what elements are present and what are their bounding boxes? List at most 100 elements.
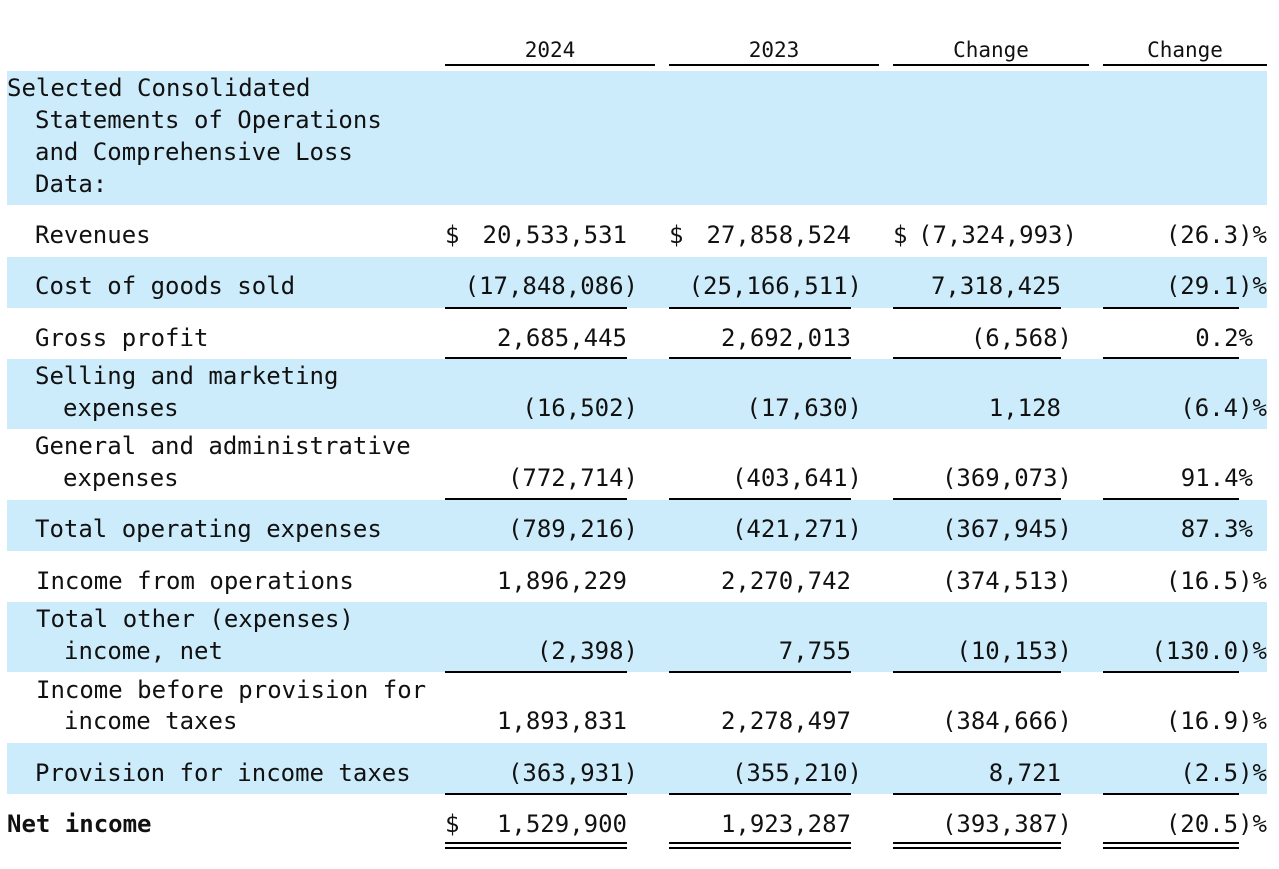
subtotal-rule (445, 307, 627, 309)
value-change-percent: 87.3% (1180, 515, 1253, 543)
value-2023: (17,630) (746, 394, 862, 422)
row-label-continuation: expenses (63, 394, 179, 422)
value-change-percent: 91.4% (1180, 464, 1253, 492)
row-label: Revenues (35, 221, 151, 249)
value-change-percent: (29.1)% (1165, 272, 1267, 300)
row-band-other (7, 602, 1267, 672)
column-header-change: Change (893, 36, 1089, 66)
column-header-change-percent: Change (1103, 36, 1267, 66)
value-2024: (2,398) (536, 637, 638, 665)
column-header-2024: 2024 (445, 36, 655, 66)
subtotal-rule (1103, 498, 1239, 500)
row-label: General and administrative (35, 432, 411, 460)
row-label: Income before provision for (36, 676, 427, 704)
value-change: (6,568) (970, 324, 1072, 352)
subtotal-rule (669, 357, 851, 359)
row-label-continuation: expenses (63, 464, 179, 492)
row-band-selling (7, 359, 1267, 429)
value-2024: (363,931) (507, 759, 638, 787)
value-change-percent: (26.3)% (1165, 221, 1267, 249)
value-change: (393,387) (941, 810, 1072, 838)
column-header-2023: 2023 (669, 36, 879, 66)
value-2024: 1,529,900 (496, 810, 627, 838)
dollar-sign: $ (445, 810, 460, 838)
value-change: (384,666) (941, 707, 1072, 735)
row-label: Total operating expenses (35, 515, 382, 543)
value-2024: 20,533,531 (482, 221, 628, 249)
subtotal-rule (893, 793, 1061, 795)
value-change: (367,945) (941, 515, 1072, 543)
value-change-percent: (6.4)% (1180, 394, 1267, 422)
value-change: (369,073) (941, 464, 1072, 492)
section-heading-line-1: Selected Consolidated (7, 74, 311, 102)
total-double-rule (445, 842, 627, 849)
value-2023: 2,278,497 (720, 707, 851, 735)
value-2023: 2,692,013 (720, 324, 851, 352)
row-label-continuation: income, net (64, 637, 223, 665)
value-2024: (789,216) (507, 515, 638, 543)
value-2023: 27,858,524 (706, 221, 852, 249)
value-change-percent: (20.5)% (1165, 810, 1267, 838)
value-2024: (16,502) (522, 394, 638, 422)
value-change: (374,513) (941, 567, 1072, 595)
value-change-percent: (130.0)% (1151, 637, 1267, 665)
net-income-label: Net income (7, 810, 152, 838)
subtotal-rule (445, 498, 627, 500)
subtotal-rule (1103, 793, 1239, 795)
value-2024: 1,893,831 (496, 707, 627, 735)
value-2024: 2,685,445 (496, 324, 627, 352)
section-heading-line-2: Statements of Operations (35, 106, 382, 134)
row-label: Total other (expenses) (36, 605, 354, 633)
value-2023: (25,166,511) (688, 272, 862, 300)
total-double-rule (1103, 842, 1239, 849)
section-heading-line-3: and Comprehensive Loss (35, 138, 353, 166)
subtotal-rule (445, 793, 627, 795)
value-2023: 1,923,287 (720, 810, 851, 838)
value-change: 1,128 (988, 394, 1061, 422)
value-change: (7,324,993) (918, 221, 1077, 249)
value-2023: (421,271) (731, 515, 862, 543)
subtotal-rule (893, 498, 1061, 500)
value-2024: 1,896,229 (496, 567, 627, 595)
subtotal-rule (1103, 357, 1239, 359)
total-double-rule (669, 842, 851, 849)
value-change: 7,318,425 (930, 272, 1061, 300)
value-change-percent: (2.5)% (1180, 759, 1267, 787)
value-2023: (403,641) (731, 464, 862, 492)
dollar-sign: $ (893, 221, 908, 249)
row-label: Selling and marketing (35, 362, 339, 390)
row-band-cogs (7, 257, 1267, 308)
value-change-percent: 0.2% (1195, 324, 1253, 352)
value-2024: (17,848,086) (464, 272, 638, 300)
value-change-percent: (16.5)% (1165, 567, 1267, 595)
subtotal-rule (669, 671, 851, 673)
value-2023: (355,210) (731, 759, 862, 787)
subtotal-rule (669, 498, 851, 500)
subtotal-rule (893, 671, 1061, 673)
value-change: (10,153) (956, 637, 1072, 665)
subtotal-rule (893, 307, 1061, 309)
row-label: Gross profit (35, 324, 209, 352)
dollar-sign: $ (669, 221, 684, 249)
subtotal-rule (1103, 307, 1239, 309)
section-heading-line-4: Data: (35, 170, 108, 198)
subtotal-rule (669, 793, 851, 795)
value-2024: (772,714) (507, 464, 638, 492)
row-label: Income from operations (36, 567, 354, 595)
total-double-rule (893, 842, 1061, 849)
row-label: Cost of goods sold (35, 272, 296, 300)
subtotal-rule (445, 671, 627, 673)
row-label-continuation: income taxes (64, 707, 238, 735)
row-label: Provision for income taxes (35, 759, 411, 787)
dollar-sign: $ (445, 221, 460, 249)
subtotal-rule (445, 357, 627, 359)
value-2023: 7,755 (778, 637, 851, 665)
value-change-percent: (16.9)% (1165, 707, 1267, 735)
subtotal-rule (1103, 671, 1239, 673)
subtotal-rule (669, 307, 851, 309)
value-change: 8,721 (988, 759, 1061, 787)
value-2023: 2,270,742 (720, 567, 851, 595)
row-band-total-opex (7, 500, 1267, 551)
row-band-section (7, 71, 1267, 205)
subtotal-rule (893, 357, 1061, 359)
